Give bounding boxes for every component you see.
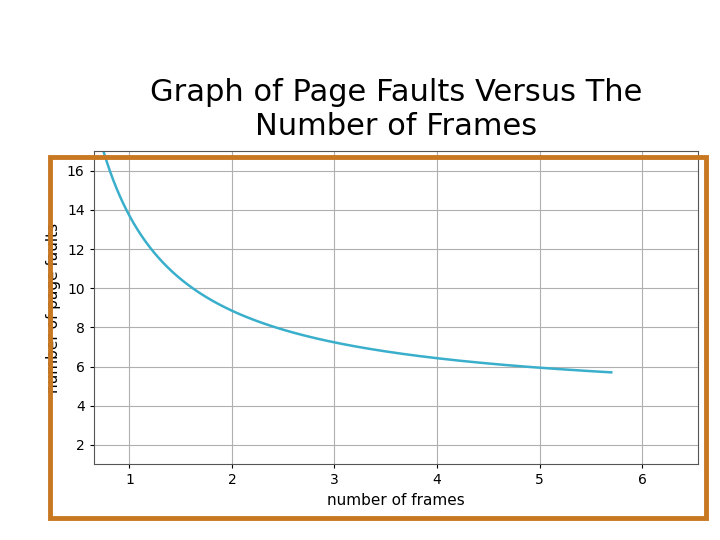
X-axis label: number of frames: number of frames (327, 493, 465, 508)
Y-axis label: number of page faults: number of page faults (46, 222, 61, 393)
Title: Graph of Page Faults Versus The
Number of Frames: Graph of Page Faults Versus The Number o… (150, 78, 642, 140)
